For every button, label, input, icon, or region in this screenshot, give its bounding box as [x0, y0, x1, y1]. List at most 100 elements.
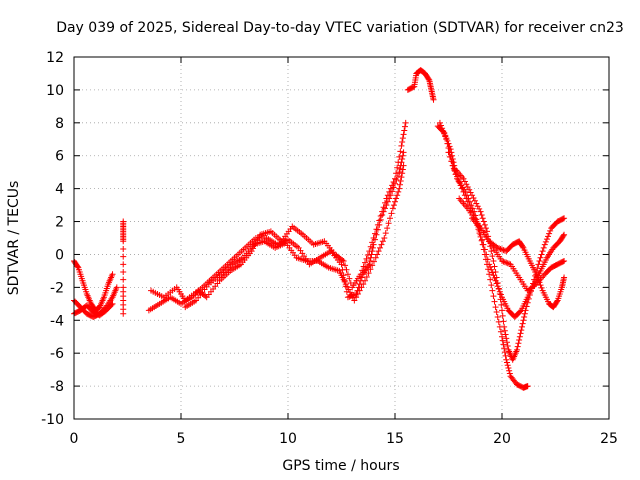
data-point — [393, 195, 400, 202]
data-point — [494, 283, 501, 290]
x-tick-label: 15 — [386, 431, 404, 447]
series-blip — [120, 218, 127, 317]
y-tick-label: -8 — [50, 379, 64, 395]
data-point — [482, 225, 489, 232]
data-point — [357, 271, 364, 278]
data-point — [505, 364, 512, 371]
data-point — [513, 346, 520, 353]
data-point — [113, 284, 120, 291]
data-point — [389, 188, 396, 195]
data-point — [356, 287, 363, 294]
x-tick-label: 25 — [600, 431, 618, 447]
data-point — [386, 188, 393, 195]
data-point — [398, 142, 405, 149]
data-point — [466, 198, 473, 205]
data-point — [369, 262, 376, 269]
y-tick-label: -10 — [41, 412, 64, 428]
data-point — [347, 289, 354, 296]
data-point — [354, 290, 361, 297]
data-point — [349, 294, 356, 301]
data-point — [497, 245, 504, 252]
data-point — [499, 307, 505, 314]
data-point — [486, 261, 493, 268]
data-point — [506, 367, 513, 374]
data-point — [446, 153, 453, 160]
data-point — [396, 169, 403, 176]
data-point — [366, 261, 373, 268]
data-point — [521, 310, 528, 317]
data-point — [503, 339, 510, 346]
data-point — [448, 158, 455, 165]
data-point — [381, 235, 388, 241]
data-point — [506, 260, 513, 267]
data-point — [537, 254, 544, 261]
data-point — [369, 239, 376, 246]
data-point — [352, 291, 359, 298]
series-early-a — [71, 258, 116, 314]
data-point — [375, 248, 382, 255]
data-point — [553, 298, 560, 305]
series-late-e — [469, 215, 568, 311]
data-point — [521, 313, 528, 320]
data-point — [367, 243, 374, 250]
data-point — [120, 245, 127, 252]
data-point — [340, 258, 347, 265]
data-point — [545, 233, 552, 240]
data-point — [438, 122, 445, 129]
data-point — [559, 215, 566, 222]
data-point — [514, 343, 521, 350]
data-point — [363, 255, 370, 262]
data-point — [494, 313, 501, 320]
x-tick-label: 5 — [177, 431, 186, 447]
data-point — [487, 276, 494, 283]
data-point — [494, 244, 501, 251]
data-point — [517, 330, 524, 337]
data-point — [520, 317, 527, 324]
data-point — [537, 282, 544, 289]
data-point — [396, 153, 403, 160]
data-point — [519, 320, 526, 327]
data-point — [398, 174, 405, 181]
x-tick-label: 10 — [279, 431, 297, 447]
data-point — [541, 241, 548, 248]
data-point — [477, 208, 484, 215]
y-tick-label: 10 — [46, 83, 64, 99]
data-point — [382, 205, 389, 212]
data-point — [373, 226, 380, 233]
data-point — [344, 283, 351, 290]
data-point — [451, 166, 458, 173]
data-point — [390, 179, 397, 186]
data-point — [362, 277, 369, 284]
data-point — [440, 128, 447, 135]
data-point — [394, 192, 401, 199]
data-point — [445, 149, 452, 156]
data-point — [364, 252, 371, 259]
data-point — [534, 273, 541, 280]
data-point — [501, 349, 508, 356]
data-point — [342, 281, 349, 288]
data-point — [491, 263, 498, 270]
data-point — [499, 333, 505, 340]
data-point — [387, 215, 394, 222]
data-point — [543, 236, 550, 243]
data-point — [442, 133, 449, 140]
data-point — [436, 119, 443, 126]
data-point — [443, 136, 450, 143]
data-point — [516, 333, 523, 340]
data-point — [535, 261, 542, 268]
data-point — [524, 383, 531, 390]
data-point — [506, 370, 513, 377]
y-tick-label: 4 — [55, 182, 64, 198]
data-point — [474, 203, 481, 210]
data-point — [503, 359, 510, 366]
data-point — [425, 75, 432, 82]
data-point — [536, 279, 543, 286]
data-point — [348, 292, 355, 299]
data-point — [479, 236, 486, 243]
data-point — [399, 139, 406, 146]
data-point — [484, 256, 491, 263]
data-point — [120, 253, 127, 260]
data-point — [502, 331, 509, 338]
data-point — [460, 175, 467, 182]
